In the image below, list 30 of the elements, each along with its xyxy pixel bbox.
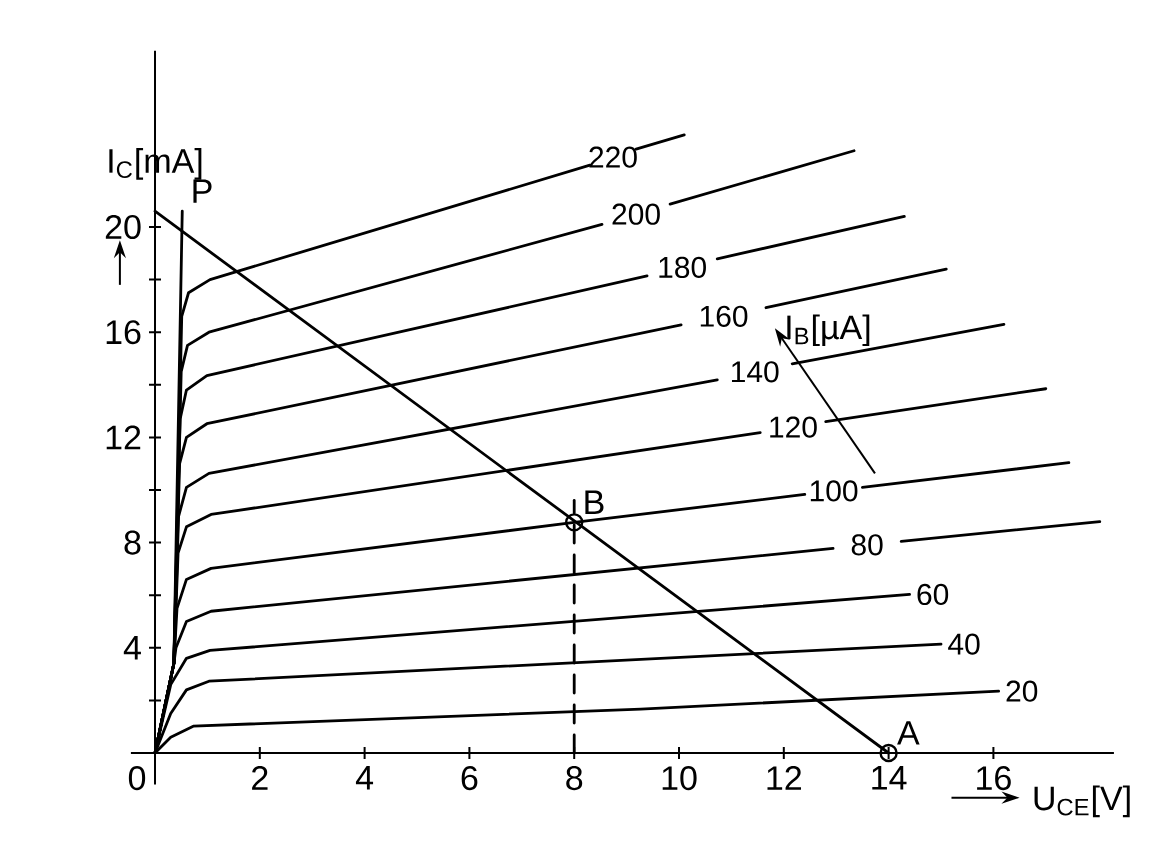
- x-axis-title: U$_{CE}$[V]: [1034, 785, 1130, 818]
- y-tick-label: 12: [106, 425, 141, 450]
- x-tick-label: 2: [252, 766, 268, 790]
- x-tick-label: 0: [128, 766, 146, 791]
- series-label: 80: [851, 534, 883, 556]
- series-label: 140: [731, 361, 779, 383]
- annotation: B: [585, 490, 604, 514]
- x-tick-label: 10: [662, 766, 697, 791]
- annotation: A: [897, 721, 920, 745]
- series-label: 180: [659, 256, 706, 278]
- x-tick-label: 12: [767, 766, 801, 790]
- legend-label: 160: [700, 305, 748, 327]
- y-tick-label: 20: [105, 214, 141, 240]
- series-label: 20: [1006, 680, 1038, 702]
- x-tick-label: 14: [872, 766, 907, 790]
- series-label: 200: [612, 203, 660, 225]
- annotation: I$_{B}$[µA]: [787, 314, 870, 347]
- y-tick-label: 4: [123, 636, 141, 660]
- series-label: 60: [917, 583, 949, 606]
- x-tick-label: 16: [977, 766, 1011, 791]
- x-tick-label: 6: [461, 766, 478, 791]
- series-label: 40: [948, 633, 980, 655]
- series-label: 100: [810, 480, 858, 502]
- series-label: 120: [770, 416, 817, 438]
- series-label: 220: [589, 146, 637, 168]
- x-tick-label: 8: [566, 766, 583, 791]
- y-tick-label: 16: [106, 320, 141, 345]
- y-tick-label: 8: [124, 530, 141, 555]
- x-tick-label: 4: [355, 766, 374, 790]
- annotation: P: [193, 179, 212, 203]
